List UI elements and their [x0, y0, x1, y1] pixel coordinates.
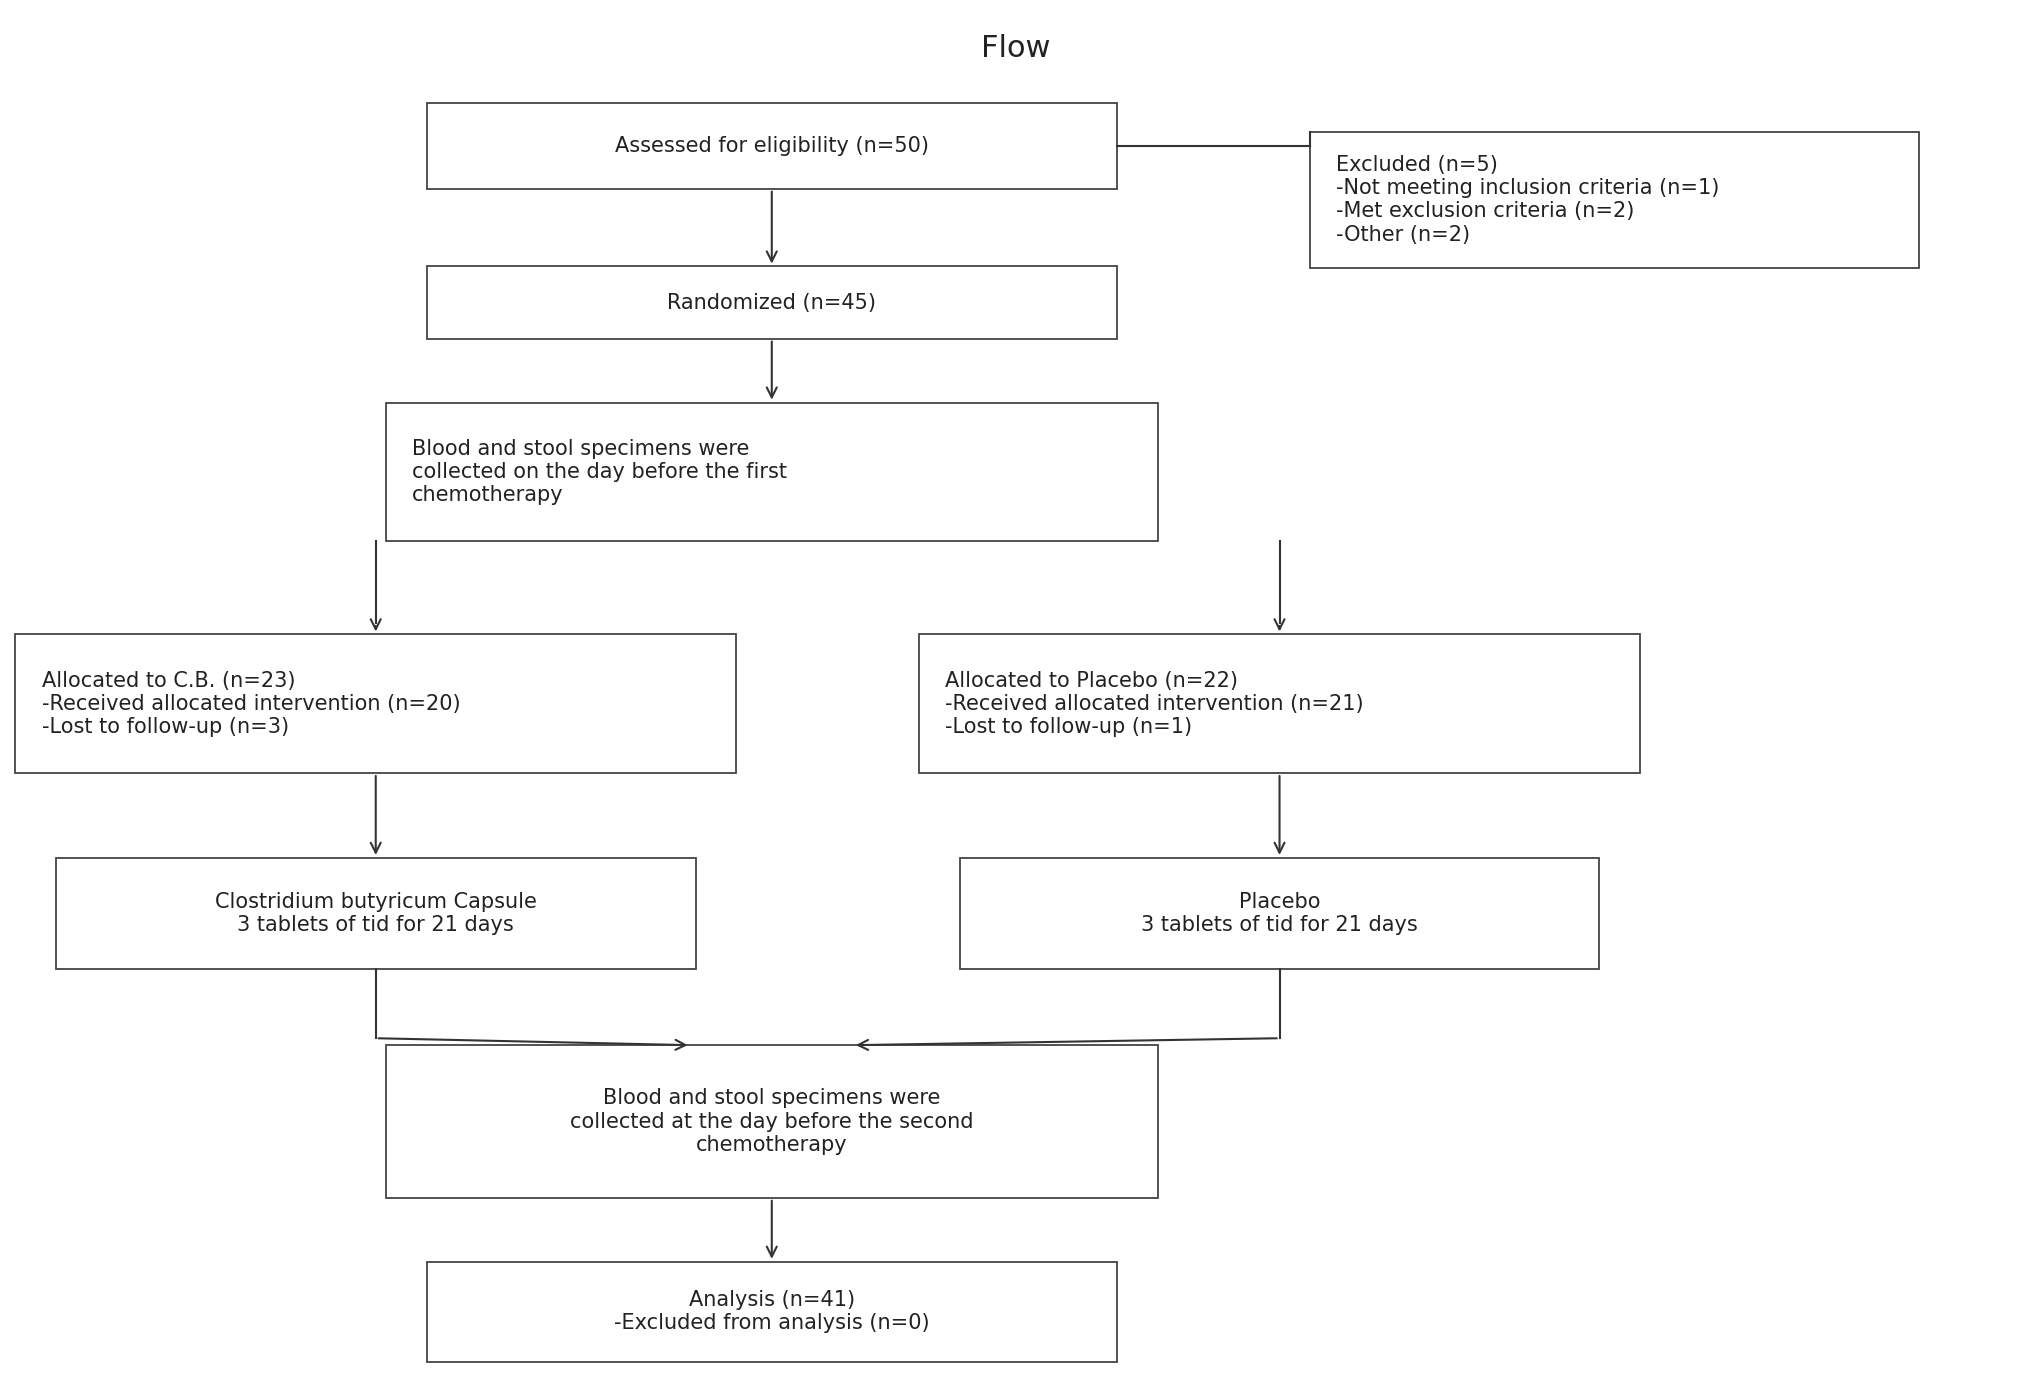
Text: Clostridium butyricum Capsule
3 tablets of tid for 21 days: Clostridium butyricum Capsule 3 tablets …: [215, 891, 536, 936]
Text: Allocated to C.B. (n=23)
-Received allocated intervention (n=20)
-Lost to follow: Allocated to C.B. (n=23) -Received alloc…: [43, 670, 461, 737]
FancyBboxPatch shape: [958, 858, 1600, 969]
Text: Allocated to Placebo (n=22)
-Received allocated intervention (n=21)
-Lost to fol: Allocated to Placebo (n=22) -Received al…: [946, 670, 1364, 737]
FancyBboxPatch shape: [426, 103, 1117, 189]
FancyBboxPatch shape: [426, 1262, 1117, 1362]
FancyBboxPatch shape: [386, 1045, 1157, 1198]
Text: Placebo
3 tablets of tid for 21 days: Placebo 3 tablets of tid for 21 days: [1141, 891, 1417, 936]
Text: Randomized (n=45): Randomized (n=45): [668, 293, 875, 312]
FancyBboxPatch shape: [1309, 132, 1918, 268]
FancyBboxPatch shape: [16, 634, 735, 773]
FancyBboxPatch shape: [386, 403, 1157, 541]
FancyBboxPatch shape: [426, 266, 1117, 339]
FancyBboxPatch shape: [918, 634, 1640, 773]
Text: Blood and stool specimens were
collected on the day before the first
chemotherap: Blood and stool specimens were collected…: [412, 439, 788, 505]
Text: Flow: Flow: [980, 35, 1050, 62]
Text: Assessed for eligibility (n=50): Assessed for eligibility (n=50): [615, 136, 928, 155]
Text: Blood and stool specimens were
collected at the day before the second
chemothera: Blood and stool specimens were collected…: [570, 1088, 972, 1155]
Text: Analysis (n=41)
-Excluded from analysis (n=0): Analysis (n=41) -Excluded from analysis …: [613, 1289, 930, 1334]
FancyBboxPatch shape: [55, 858, 694, 969]
Text: Excluded (n=5)
-Not meeting inclusion criteria (n=1)
-Met exclusion criteria (n=: Excluded (n=5) -Not meeting inclusion cr…: [1336, 155, 1719, 244]
